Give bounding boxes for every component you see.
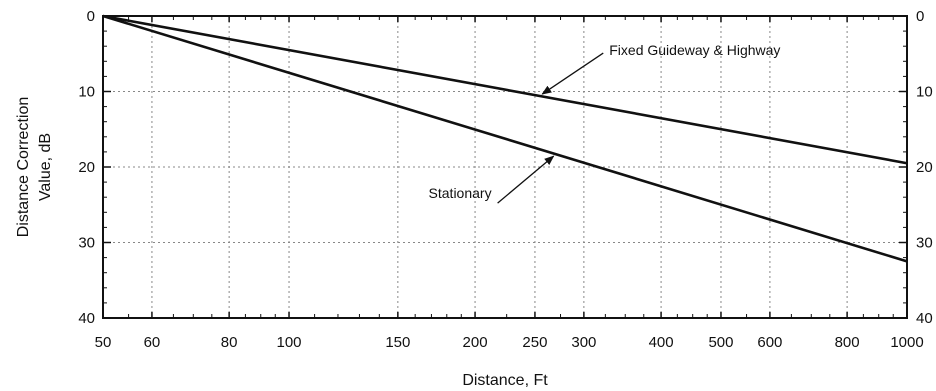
y-tick-label-right: 0 (916, 8, 924, 25)
tick-labels: 50 60 80 100 150 200 250 300 400 500 600 800 1000 0 0 1… (78, 8, 932, 351)
y-tick-label-right: 10 (916, 84, 933, 101)
x-tick-label: 250 (522, 334, 547, 351)
x-tick-label: 150 (385, 334, 410, 351)
grid (103, 16, 907, 318)
x-tick-label: 80 (221, 334, 238, 351)
y-axis-title-line-2: Value, dB (37, 133, 54, 201)
x-tick-label: 300 (571, 334, 596, 351)
annotations: Fixed Guideway & Highway Stationary (429, 42, 780, 204)
x-tick-label: 800 (835, 334, 860, 351)
annotation-label-stationary: Stationary (429, 185, 492, 201)
y-tick-label-left: 0 (87, 8, 95, 25)
y-tick-label-right: 40 (916, 310, 933, 327)
x-tick-label: 50 (95, 334, 112, 351)
x-tick-label: 60 (144, 334, 161, 351)
x-tick-label: 100 (277, 334, 302, 351)
x-tick-label: 200 (463, 334, 488, 351)
y-tick-label-left: 40 (78, 310, 95, 327)
series (102, 14, 908, 263)
y-axis-title-line-1: Distance Correction (15, 97, 32, 238)
y-tick-label-right: 30 (916, 235, 933, 252)
x-axis-title: Distance, Ft (462, 372, 548, 389)
x-tick-label: 1000 (890, 334, 923, 351)
annotation-arrow-stationary (497, 155, 555, 204)
y-tick-label-left: 20 (78, 159, 95, 176)
series-line-fixed-guideway-highway (102, 14, 908, 165)
x-tick-label: 400 (649, 334, 674, 351)
y-tick-label-left: 30 (78, 235, 95, 252)
annotation-arrow-fixed-guideway (541, 52, 604, 95)
annotation-label-fixed-guideway: Fixed Guideway & Highway (609, 42, 780, 58)
ticks (102, 15, 908, 319)
y-tick-label-right: 20 (916, 159, 933, 176)
y-tick-label-left: 10 (78, 84, 95, 101)
series-line-stationary (102, 14, 908, 263)
x-tick-label: 600 (757, 334, 782, 351)
x-tick-label: 500 (708, 334, 733, 351)
